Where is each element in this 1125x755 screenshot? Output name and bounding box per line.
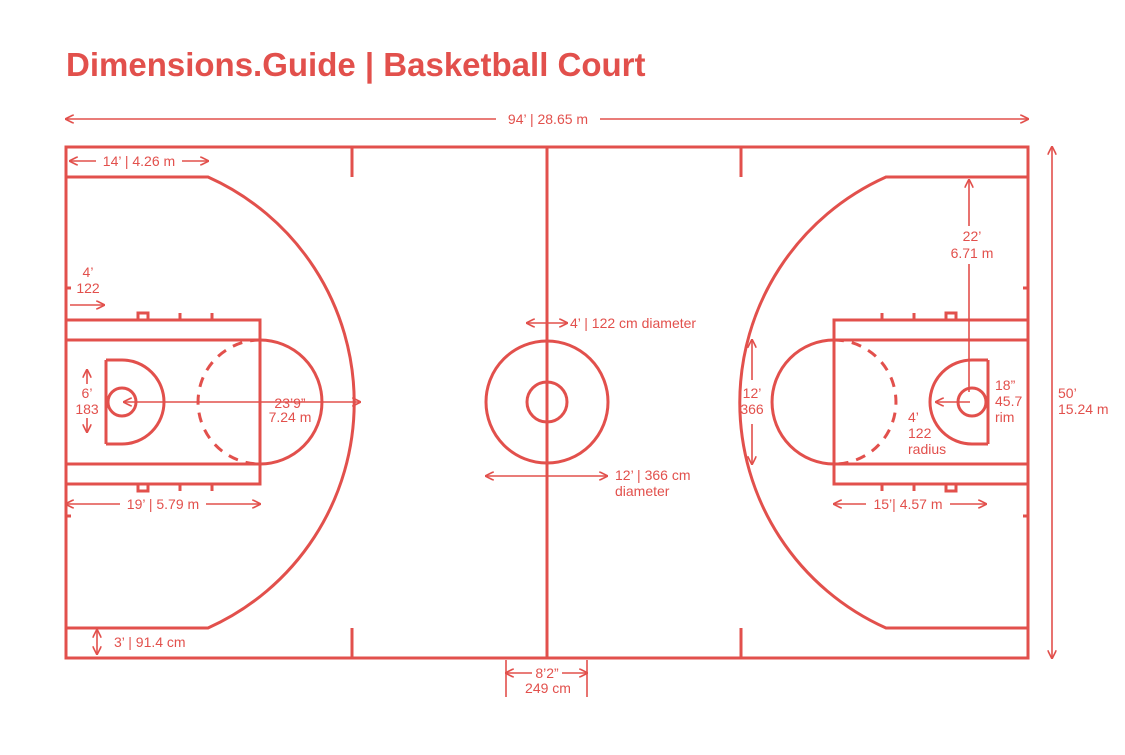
rim-word-label: rim — [995, 409, 1014, 425]
backboard-width-cm-label: 183 — [75, 401, 99, 417]
inner-circle-label: 4’ | 122 cm diameter — [570, 315, 696, 331]
backboard-offset-ft-label: 4’ — [83, 264, 94, 280]
rim-ft-label: 18” — [995, 377, 1016, 393]
dimension-lines — [66, 119, 1052, 697]
inbound-line-label: 3’ | 91.4 cm — [114, 634, 186, 650]
lane-block — [136, 311, 150, 322]
court-length-label: 94’ | 28.65 m — [508, 111, 588, 127]
restricted-cm-label: 122 — [908, 425, 932, 441]
lane-width-ft-label: 12’ — [743, 385, 762, 401]
right-free-throw-arc-dashed — [833, 338, 898, 466]
center-circle-outer — [484, 339, 610, 465]
right-lane-inner — [832, 338, 1030, 466]
court-width-ft-label: 50’ — [1058, 385, 1077, 401]
backboard-width-ft-label: 6’ — [82, 385, 93, 401]
page-title: Dimensions.Guide | Basketball Court — [66, 46, 646, 83]
dimension-labels: 94’ | 28.65 m 50’ 15.24 m 14’ | 4.26 m 4… — [75, 111, 1108, 696]
three-point-radius-m-label: 7.24 m — [269, 409, 312, 425]
lane-width-cm-label: 366 — [740, 401, 764, 417]
restricted-word-label: radius — [908, 441, 946, 457]
corner-three-length-label: 14’ | 4.26 m — [103, 153, 175, 169]
center-circle-size-label: 12’ | 366 cm — [615, 467, 691, 483]
lane-block — [944, 482, 958, 493]
right-free-throw-arc — [770, 338, 835, 466]
court-width-m-label: 15.24 m — [1058, 401, 1109, 417]
rim-cm-label: 45.7 — [995, 393, 1022, 409]
restricted-ft-label: 4’ — [908, 409, 919, 425]
substitution-ft-label: 8’2” — [535, 665, 559, 681]
lane-block — [136, 482, 150, 493]
sideline-three-m-label: 6.71 m — [951, 245, 994, 261]
sideline-three-ft-label: 22’ — [963, 228, 982, 244]
three-point-radius-ft-label: 23’9” — [274, 395, 305, 411]
lane-block — [944, 311, 958, 322]
center-circle-unit-label: diameter — [615, 483, 670, 499]
center-circle-inner — [525, 380, 569, 424]
right-restricted-area — [928, 358, 988, 446]
backboard-offset-cm-label: 122 — [76, 280, 100, 296]
right-three-point-line — [738, 175, 1028, 630]
substitution-cm-label: 249 cm — [525, 680, 571, 696]
free-throw-distance-label: 19’ | 5.79 m — [127, 496, 199, 512]
lane-length-label: 15’| 4.57 m — [873, 496, 942, 512]
